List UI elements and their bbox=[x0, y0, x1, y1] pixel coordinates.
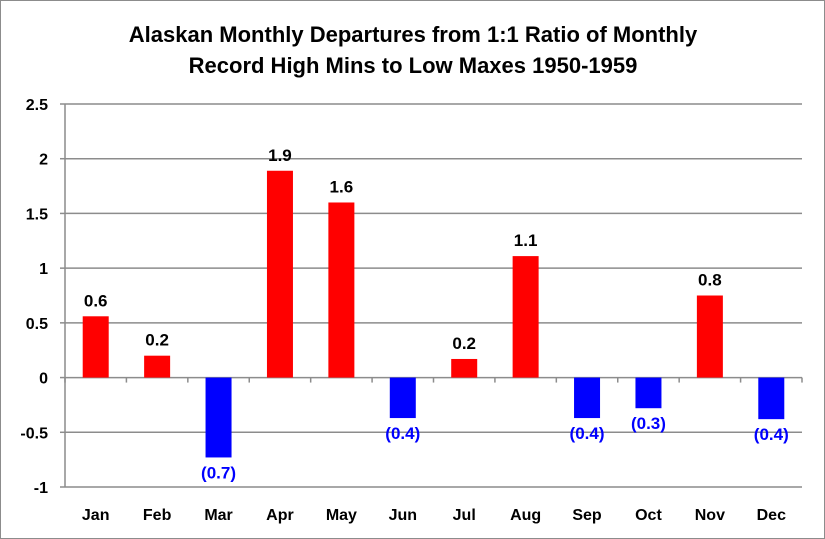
y-tick-label: -1 bbox=[34, 480, 48, 497]
bar-jun bbox=[389, 377, 416, 419]
gridlines bbox=[65, 103, 802, 488]
data-labels: 0.6 0.2 (0.7) 1.9 1.6 (0.4) 0.2 1.1 (0.4) (0.3) 0.… bbox=[84, 146, 789, 483]
bar-may bbox=[328, 202, 355, 378]
bar-feb bbox=[144, 355, 171, 378]
bars bbox=[82, 170, 785, 458]
y-tick-label: -0.5 bbox=[20, 425, 48, 442]
chart-title-line-1: Alaskan Monthly Departures from 1:1 Rati… bbox=[129, 22, 698, 47]
x-category-label: Jul bbox=[453, 507, 476, 524]
data-label-sep: (0.4) bbox=[570, 424, 605, 443]
x-category-label: Oct bbox=[635, 507, 662, 524]
x-category-label: Aug bbox=[510, 507, 541, 524]
x-category-label: Sep bbox=[572, 507, 602, 524]
bar-apr bbox=[266, 170, 293, 378]
x-category-label: May bbox=[326, 507, 357, 524]
bar-jan bbox=[82, 316, 109, 378]
data-label-nov: 0.8 bbox=[698, 271, 722, 290]
x-category-label: Mar bbox=[204, 507, 232, 524]
y-tick-label: 0 bbox=[39, 371, 48, 388]
data-label-jun: (0.4) bbox=[385, 424, 420, 443]
y-tick-label: 2.5 bbox=[26, 97, 48, 114]
x-category-label: Dec bbox=[757, 507, 786, 524]
y-tick-label: 0.5 bbox=[26, 316, 48, 333]
data-label-oct: (0.3) bbox=[631, 414, 666, 433]
axes: -1 -0.5 0 0.5 1 1.5 2 2.5 Jan Feb Mar Apr May Jun Jul A… bbox=[20, 97, 803, 524]
bar-mar bbox=[205, 377, 232, 458]
bar-jul bbox=[451, 358, 478, 378]
data-label-dec: (0.4) bbox=[754, 425, 789, 444]
x-category-label: Jan bbox=[82, 507, 110, 524]
bar-dec bbox=[758, 377, 785, 420]
chart-title-line-2: Record High Mins to Low Maxes 1950-1959 bbox=[189, 53, 638, 78]
bar-aug bbox=[512, 256, 539, 378]
x-category-label: Nov bbox=[695, 507, 725, 524]
bar-sep bbox=[574, 377, 601, 419]
x-category-label: Apr bbox=[266, 507, 294, 524]
data-label-apr: 1.9 bbox=[268, 146, 292, 165]
data-label-jan: 0.6 bbox=[84, 291, 108, 310]
bar-nov bbox=[696, 295, 723, 378]
bar-oct bbox=[635, 377, 662, 409]
x-category-label: Jun bbox=[389, 507, 417, 524]
y-tick-label: 1 bbox=[39, 261, 48, 278]
data-label-jul: 0.2 bbox=[452, 334, 476, 353]
data-label-may: 1.6 bbox=[330, 177, 354, 196]
y-tick-label: 2 bbox=[39, 152, 48, 169]
x-category-label: Feb bbox=[143, 507, 172, 524]
y-tick-label: 1.5 bbox=[26, 206, 48, 223]
data-label-mar: (0.7) bbox=[201, 463, 236, 482]
data-label-feb: 0.2 bbox=[145, 331, 169, 350]
data-label-aug: 1.1 bbox=[514, 231, 538, 250]
